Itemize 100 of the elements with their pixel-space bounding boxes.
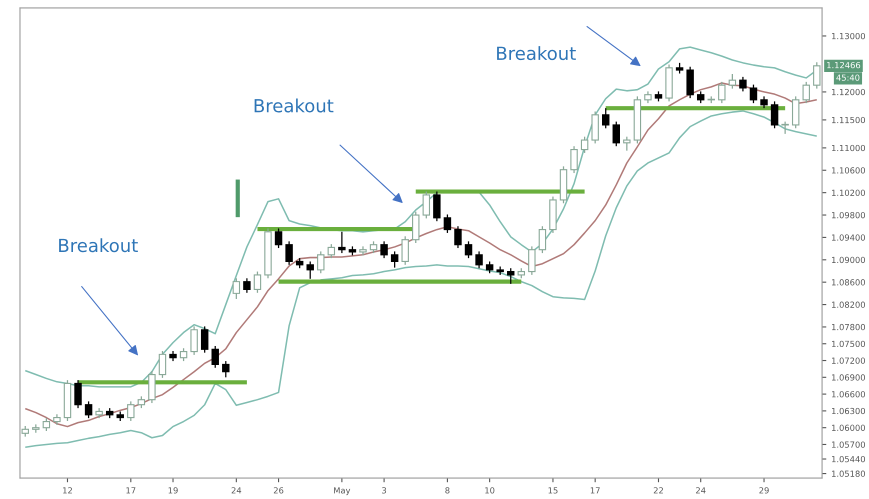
x-tick-label: May <box>334 487 350 496</box>
x-tick-label: 10 <box>485 487 494 494</box>
candlestick <box>22 425 29 438</box>
candlestick <box>433 190 441 222</box>
text: 45:40 <box>836 74 860 81</box>
candlestick <box>507 268 514 284</box>
candlestick <box>138 396 146 409</box>
y-tick-label: 1.09000 <box>832 256 866 264</box>
candlestick <box>444 214 452 234</box>
y-tick-label: 1.12000 <box>832 88 866 96</box>
candlestick <box>190 326 198 356</box>
text: 1.12466 <box>827 62 860 68</box>
candlestick <box>243 278 251 294</box>
candlestick <box>422 190 430 220</box>
y-tick-label: 1.07200 <box>832 358 866 364</box>
candlestick <box>602 108 610 129</box>
candlestick <box>781 120 789 135</box>
candlestick <box>612 120 620 147</box>
candlestick <box>464 240 472 259</box>
candlestick <box>158 350 166 378</box>
candlestick <box>328 244 336 259</box>
candlestick <box>528 246 536 276</box>
x-tick-label: 24 <box>696 487 706 494</box>
x-tick-label: 24 <box>232 487 242 494</box>
y-tick-label: 1.06300 <box>832 408 866 414</box>
y-tick-label: 1.11500 <box>832 116 866 124</box>
candlestick <box>739 76 747 92</box>
candlestick <box>106 407 114 419</box>
candlestick <box>538 226 546 254</box>
candlestick <box>274 228 282 249</box>
candlestick <box>813 62 821 90</box>
y-tick-label: 1.10200 <box>832 190 866 196</box>
candlestick <box>728 73 736 90</box>
candlestick <box>518 268 526 279</box>
x-tick-label: 8 <box>445 487 450 494</box>
candlestick <box>654 90 662 102</box>
candlestick <box>116 410 124 422</box>
y-tick-label: 1.07500 <box>832 340 866 348</box>
x-tick-label: 22 <box>654 487 663 494</box>
candlestick <box>676 62 684 74</box>
candlestick <box>296 257 304 269</box>
candlestick <box>644 90 652 104</box>
x-tick-label: 29 <box>759 487 769 494</box>
y-tick-label: 1.05700 <box>832 441 866 448</box>
candlestick <box>475 250 483 269</box>
y-tick-label: 1.06000 <box>832 424 866 431</box>
candlestick <box>232 278 240 300</box>
candlestick <box>53 414 61 426</box>
candlestick <box>486 260 494 274</box>
y-tick-label: 1.05180 <box>832 470 866 477</box>
candlestick <box>570 146 578 174</box>
candlestick <box>380 240 388 259</box>
y-tick-label: 1.07800 <box>832 324 866 330</box>
candlestick <box>390 250 398 268</box>
y-tick-label: 1.06900 <box>832 374 866 381</box>
candlestick <box>454 226 462 249</box>
candlestick <box>306 260 314 280</box>
x-tick-label: 17 <box>590 487 600 494</box>
candlestick <box>802 81 810 104</box>
y-tick-label: 1.13000 <box>832 32 866 40</box>
candlestick <box>212 345 219 368</box>
x-tick-label: 12 <box>63 487 72 494</box>
candlestick <box>338 231 346 254</box>
annotation: Breakout <box>59 238 138 252</box>
y-tick-label: 1.06600 <box>832 391 866 398</box>
candlestick <box>84 400 92 419</box>
candlestick <box>623 136 631 152</box>
candlestick <box>169 350 177 362</box>
y-tick-label: 1.08200 <box>832 302 866 308</box>
candlestick <box>180 348 188 362</box>
candlestick <box>285 240 293 266</box>
candlestick <box>74 379 82 409</box>
candlestick <box>696 90 704 104</box>
y-tick-label: 1.09400 <box>832 234 866 241</box>
x-tick-label: 26 <box>274 487 284 494</box>
candlestick <box>580 136 588 154</box>
x-tick-label: 3 <box>382 487 386 494</box>
x-tick-label: 15 <box>548 487 558 494</box>
candlestick <box>127 400 135 422</box>
annotation: Breakout <box>254 98 334 113</box>
y-tick-label: 1.10600 <box>832 167 866 174</box>
y-tick-label: 1.09800 <box>832 212 866 218</box>
candlestick <box>42 418 50 432</box>
candlestick <box>401 236 409 266</box>
candlestick <box>200 326 208 354</box>
candlestick <box>370 240 378 254</box>
candlestick <box>254 270 262 294</box>
candlestick <box>718 81 726 104</box>
candlestick <box>750 84 758 104</box>
y-tick-label: 1.05440 <box>832 456 866 462</box>
candlestick <box>770 100 778 129</box>
y-tick-label: 1.08600 <box>832 279 866 286</box>
candlestick <box>317 250 324 274</box>
x-tick-label: 17 <box>126 487 136 494</box>
y-tick-label: 1.11000 <box>832 144 866 152</box>
annotation: Breakout <box>497 46 576 60</box>
x-tick-label: 19 <box>168 487 178 494</box>
candlestick <box>760 96 768 109</box>
candlestick <box>95 407 103 419</box>
candlestick <box>222 360 230 378</box>
